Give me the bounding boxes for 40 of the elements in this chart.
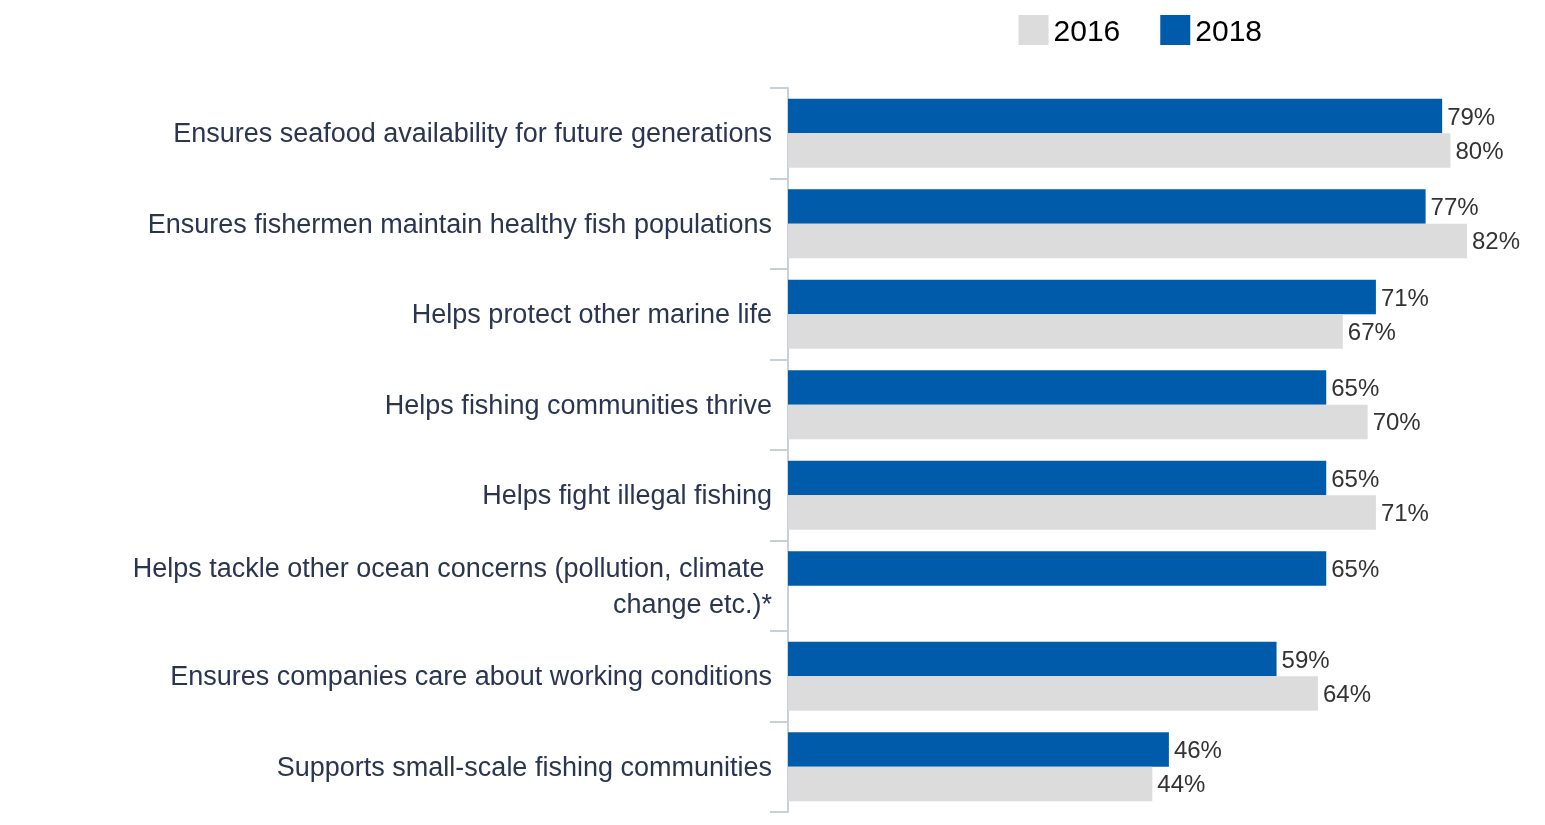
bar: [788, 370, 1327, 405]
bar: [788, 314, 1343, 349]
bar: [788, 189, 1426, 224]
bar: [788, 732, 1169, 767]
data-label: 80%: [1455, 136, 1504, 164]
bar: [788, 766, 1153, 802]
bar: [788, 641, 1277, 677]
data-label: 64%: [1322, 679, 1371, 707]
bar: [788, 279, 1376, 315]
data-label: 71%: [1380, 283, 1429, 311]
y-tick-label: Ensures companies care about working conditions: [170, 661, 772, 692]
data-label: 65%: [1331, 374, 1380, 402]
y-tick-label: Supports small-scale fishing communities: [276, 751, 772, 782]
data-label: 65%: [1331, 464, 1380, 492]
y-tick-label: Helps fishing communities thrive: [384, 389, 772, 420]
bar: [788, 495, 1376, 530]
data-label: 82%: [1472, 227, 1521, 255]
data-label: 79%: [1447, 102, 1496, 130]
data-label: 77%: [1430, 193, 1479, 221]
bar: [788, 223, 1467, 259]
data-label: 71%: [1380, 498, 1429, 526]
data-label: 46%: [1173, 736, 1222, 764]
y-tick-label: Helps tackle other ocean concerns (pollution, climate change etc.)*: [132, 552, 773, 619]
y-tick-label: Ensures seafood availability for future generations: [173, 118, 772, 149]
bar: [788, 133, 1451, 168]
data-label: 59%: [1281, 645, 1330, 673]
data-label: 70%: [1372, 408, 1421, 436]
bar: [788, 676, 1318, 711]
legend-label: 2018: [1195, 13, 1263, 47]
bar: [788, 551, 1327, 586]
legend-label: 2016: [1053, 13, 1121, 47]
bar: [788, 460, 1327, 496]
y-tick-label: Ensures fishermen maintain healthy fish populations: [147, 208, 772, 239]
bar: [788, 404, 1368, 440]
data-label: 65%: [1331, 555, 1380, 583]
bar: [788, 98, 1443, 134]
data-label: 44%: [1157, 770, 1206, 798]
y-tick-label: Helps fight illegal fishing: [482, 480, 772, 511]
y-tick-label: Helps protect other marine life: [411, 299, 772, 330]
data-label: 67%: [1347, 317, 1396, 345]
